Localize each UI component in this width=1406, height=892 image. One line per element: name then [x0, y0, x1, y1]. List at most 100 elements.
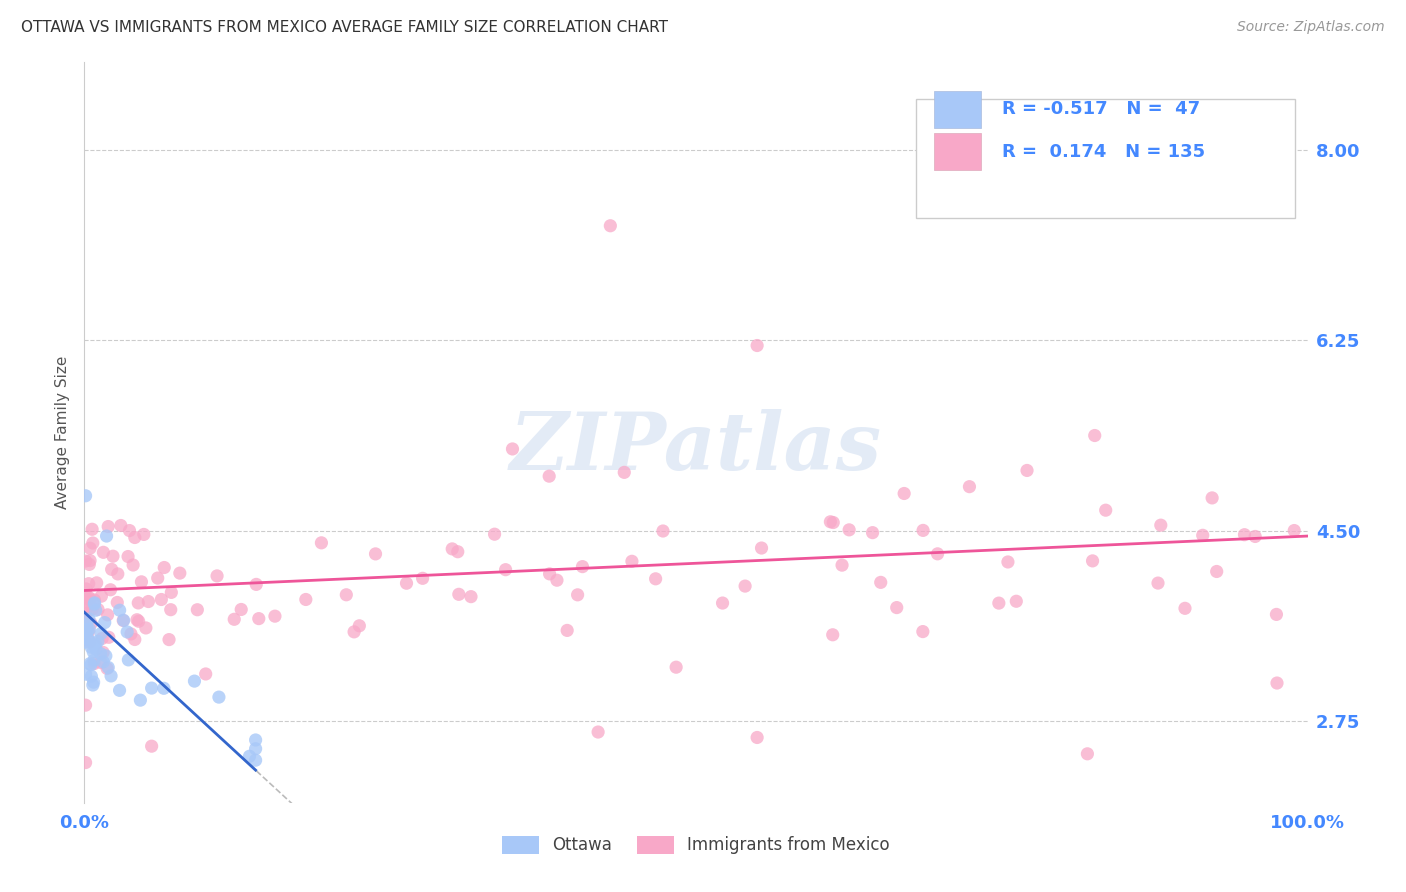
Point — [112, 613, 135, 627]
Point — [77, 576, 100, 591]
Point — [823, 516, 845, 530]
Point — [447, 545, 470, 559]
Point — [93, 545, 115, 559]
Point — [869, 575, 891, 590]
Point — [108, 603, 131, 617]
Point — [75, 595, 97, 609]
Point — [125, 613, 148, 627]
FancyBboxPatch shape — [935, 133, 981, 169]
Point — [349, 619, 371, 633]
Point — [224, 612, 246, 626]
Point — [747, 338, 769, 352]
Point — [862, 525, 884, 540]
Point — [343, 624, 366, 639]
Point — [160, 585, 183, 599]
Point — [538, 566, 561, 581]
Point — [79, 553, 101, 567]
Point — [94, 648, 117, 663]
Point — [97, 660, 120, 674]
Point — [79, 635, 101, 649]
Point — [620, 554, 643, 568]
Point — [1233, 527, 1256, 541]
Legend: Ottawa, Immigrants from Mexico: Ottawa, Immigrants from Mexico — [495, 829, 897, 861]
Point — [821, 628, 844, 642]
Point — [447, 587, 470, 601]
Point — [84, 637, 107, 651]
Point — [502, 442, 524, 456]
Point — [571, 559, 593, 574]
Point — [75, 610, 97, 624]
Point — [1084, 428, 1107, 442]
Point — [108, 683, 131, 698]
Point — [652, 524, 675, 538]
Point — [93, 615, 115, 630]
Point — [82, 678, 104, 692]
Point — [159, 603, 181, 617]
Point — [124, 531, 146, 545]
Point — [412, 571, 434, 585]
Point — [100, 562, 122, 576]
Point — [75, 607, 97, 621]
Point — [141, 739, 163, 754]
Point — [120, 627, 142, 641]
Point — [586, 725, 609, 739]
Point — [80, 657, 103, 672]
Point — [335, 588, 357, 602]
Point — [484, 527, 506, 541]
Point — [135, 621, 157, 635]
Point — [153, 560, 176, 574]
Point — [77, 632, 100, 647]
Point — [107, 566, 129, 581]
Point — [77, 624, 100, 638]
Point — [153, 681, 176, 696]
Point — [128, 614, 150, 628]
Point — [75, 591, 97, 606]
Point — [208, 690, 231, 705]
Point — [83, 653, 105, 667]
Point — [831, 558, 853, 573]
Point — [97, 607, 120, 622]
Point — [1265, 607, 1288, 622]
Point — [441, 541, 464, 556]
Point — [231, 602, 253, 616]
Point — [82, 602, 104, 616]
Point — [91, 632, 114, 646]
Point — [460, 590, 482, 604]
Point — [987, 596, 1010, 610]
Point — [141, 681, 163, 695]
FancyBboxPatch shape — [917, 99, 1295, 218]
Point — [555, 624, 578, 638]
Point — [157, 632, 180, 647]
Point — [538, 469, 561, 483]
Point — [1265, 676, 1288, 690]
Point — [734, 579, 756, 593]
Point — [131, 574, 153, 589]
Point — [245, 733, 267, 747]
Point — [100, 582, 122, 597]
Point — [911, 624, 934, 639]
Point — [86, 575, 108, 590]
Point — [711, 596, 734, 610]
Point — [1284, 524, 1306, 538]
Point — [75, 667, 97, 681]
Point — [747, 731, 769, 745]
Point — [613, 466, 636, 480]
Point — [91, 655, 114, 669]
Point — [75, 617, 97, 632]
Point — [295, 592, 318, 607]
Point — [118, 524, 141, 538]
Point — [83, 675, 105, 690]
Point — [665, 660, 688, 674]
Point — [110, 518, 132, 533]
Point — [1005, 594, 1028, 608]
Point — [90, 626, 112, 640]
Point — [96, 661, 118, 675]
Point — [117, 549, 139, 564]
Point — [893, 486, 915, 500]
Point — [76, 632, 98, 646]
Point — [87, 602, 110, 616]
Point — [245, 741, 267, 756]
Point — [75, 756, 97, 770]
Point — [112, 614, 135, 628]
Text: Source: ZipAtlas.com: Source: ZipAtlas.com — [1237, 20, 1385, 34]
